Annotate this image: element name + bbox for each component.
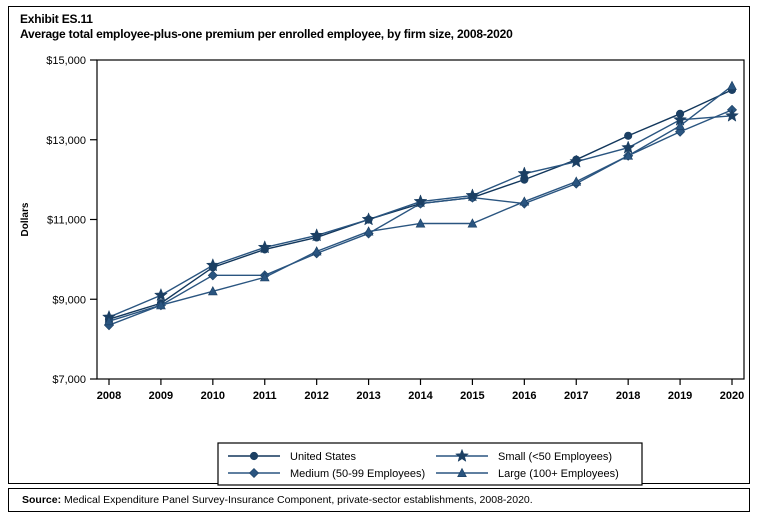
data-point xyxy=(156,299,166,310)
y-tick-label: $9,000 xyxy=(52,294,86,306)
data-point xyxy=(624,131,633,140)
source-frame xyxy=(8,488,750,512)
y-tick-label: $7,000 xyxy=(52,374,86,386)
data-point xyxy=(413,194,428,208)
data-point xyxy=(571,176,582,186)
data-point xyxy=(257,240,272,254)
data-point xyxy=(675,120,685,130)
x-tick-label: 2010 xyxy=(201,390,225,402)
data-point xyxy=(465,188,480,202)
data-point xyxy=(519,196,530,206)
data-point xyxy=(724,108,740,122)
y-tick-label: $15,000 xyxy=(46,55,86,67)
y-axis-title: Dollars xyxy=(20,202,31,236)
source-body: Medical Expenditure Panel Survey-Insuran… xyxy=(61,494,533,506)
data-point xyxy=(415,218,426,228)
y-tick-label: $11,000 xyxy=(47,215,86,227)
x-tick-label: 2018 xyxy=(616,390,640,402)
x-tick-label: 2014 xyxy=(408,390,433,402)
series-star xyxy=(101,108,740,324)
data-point xyxy=(361,212,376,226)
x-tick-label: 2013 xyxy=(356,390,380,402)
x-tick-label: 2009 xyxy=(149,390,173,402)
source-label: Source: xyxy=(22,494,62,506)
data-point xyxy=(569,154,584,168)
data-point xyxy=(517,166,532,180)
legend-marker-triangle xyxy=(457,467,467,477)
x-tick-label: 2015 xyxy=(460,390,484,402)
series-triangle xyxy=(104,80,737,326)
chart-legend: United States Small (<50 Employees) Medium… xyxy=(217,442,643,486)
x-tick-label: 2017 xyxy=(564,390,588,402)
legend-marker-star xyxy=(454,448,470,462)
exhibit-number: Exhibit ES.11 xyxy=(20,12,93,26)
legend-marker-circle xyxy=(249,451,259,461)
x-tick-label: 2012 xyxy=(304,390,328,402)
data-point xyxy=(311,246,322,256)
title-block: Exhibit ES.11 Average total employee-plu… xyxy=(20,12,720,42)
data-point xyxy=(207,286,218,296)
exhibit-title: Average total employee-plus-one premium … xyxy=(20,27,513,41)
x-tick-label: 2008 xyxy=(97,390,121,402)
x-tick-label: 2011 xyxy=(253,390,277,402)
legend-label: United States xyxy=(290,451,357,463)
data-point xyxy=(623,150,634,160)
data-point xyxy=(104,315,114,326)
legend-label: Small (<50 Employees) xyxy=(498,451,612,463)
x-tick-label: 2016 xyxy=(512,390,536,402)
y-tick-label: $13,000 xyxy=(46,135,86,147)
data-point xyxy=(259,272,270,282)
source-note: Source: Medical Expenditure Panel Survey… xyxy=(22,494,533,507)
data-point xyxy=(467,218,478,228)
series-diamond xyxy=(103,104,738,331)
data-point xyxy=(207,270,218,281)
data-point xyxy=(153,287,168,302)
data-point xyxy=(309,228,324,242)
data-point xyxy=(205,257,220,272)
legend-label: Medium (50-99 Employees) xyxy=(290,468,425,480)
x-tick-label: 2020 xyxy=(720,390,744,402)
data-point xyxy=(363,226,374,236)
x-tick-label: 2019 xyxy=(668,390,692,402)
data-point xyxy=(727,80,737,90)
legend-marker-diamond xyxy=(248,467,260,479)
legend-label: Large (100+ Employees) xyxy=(498,468,619,480)
